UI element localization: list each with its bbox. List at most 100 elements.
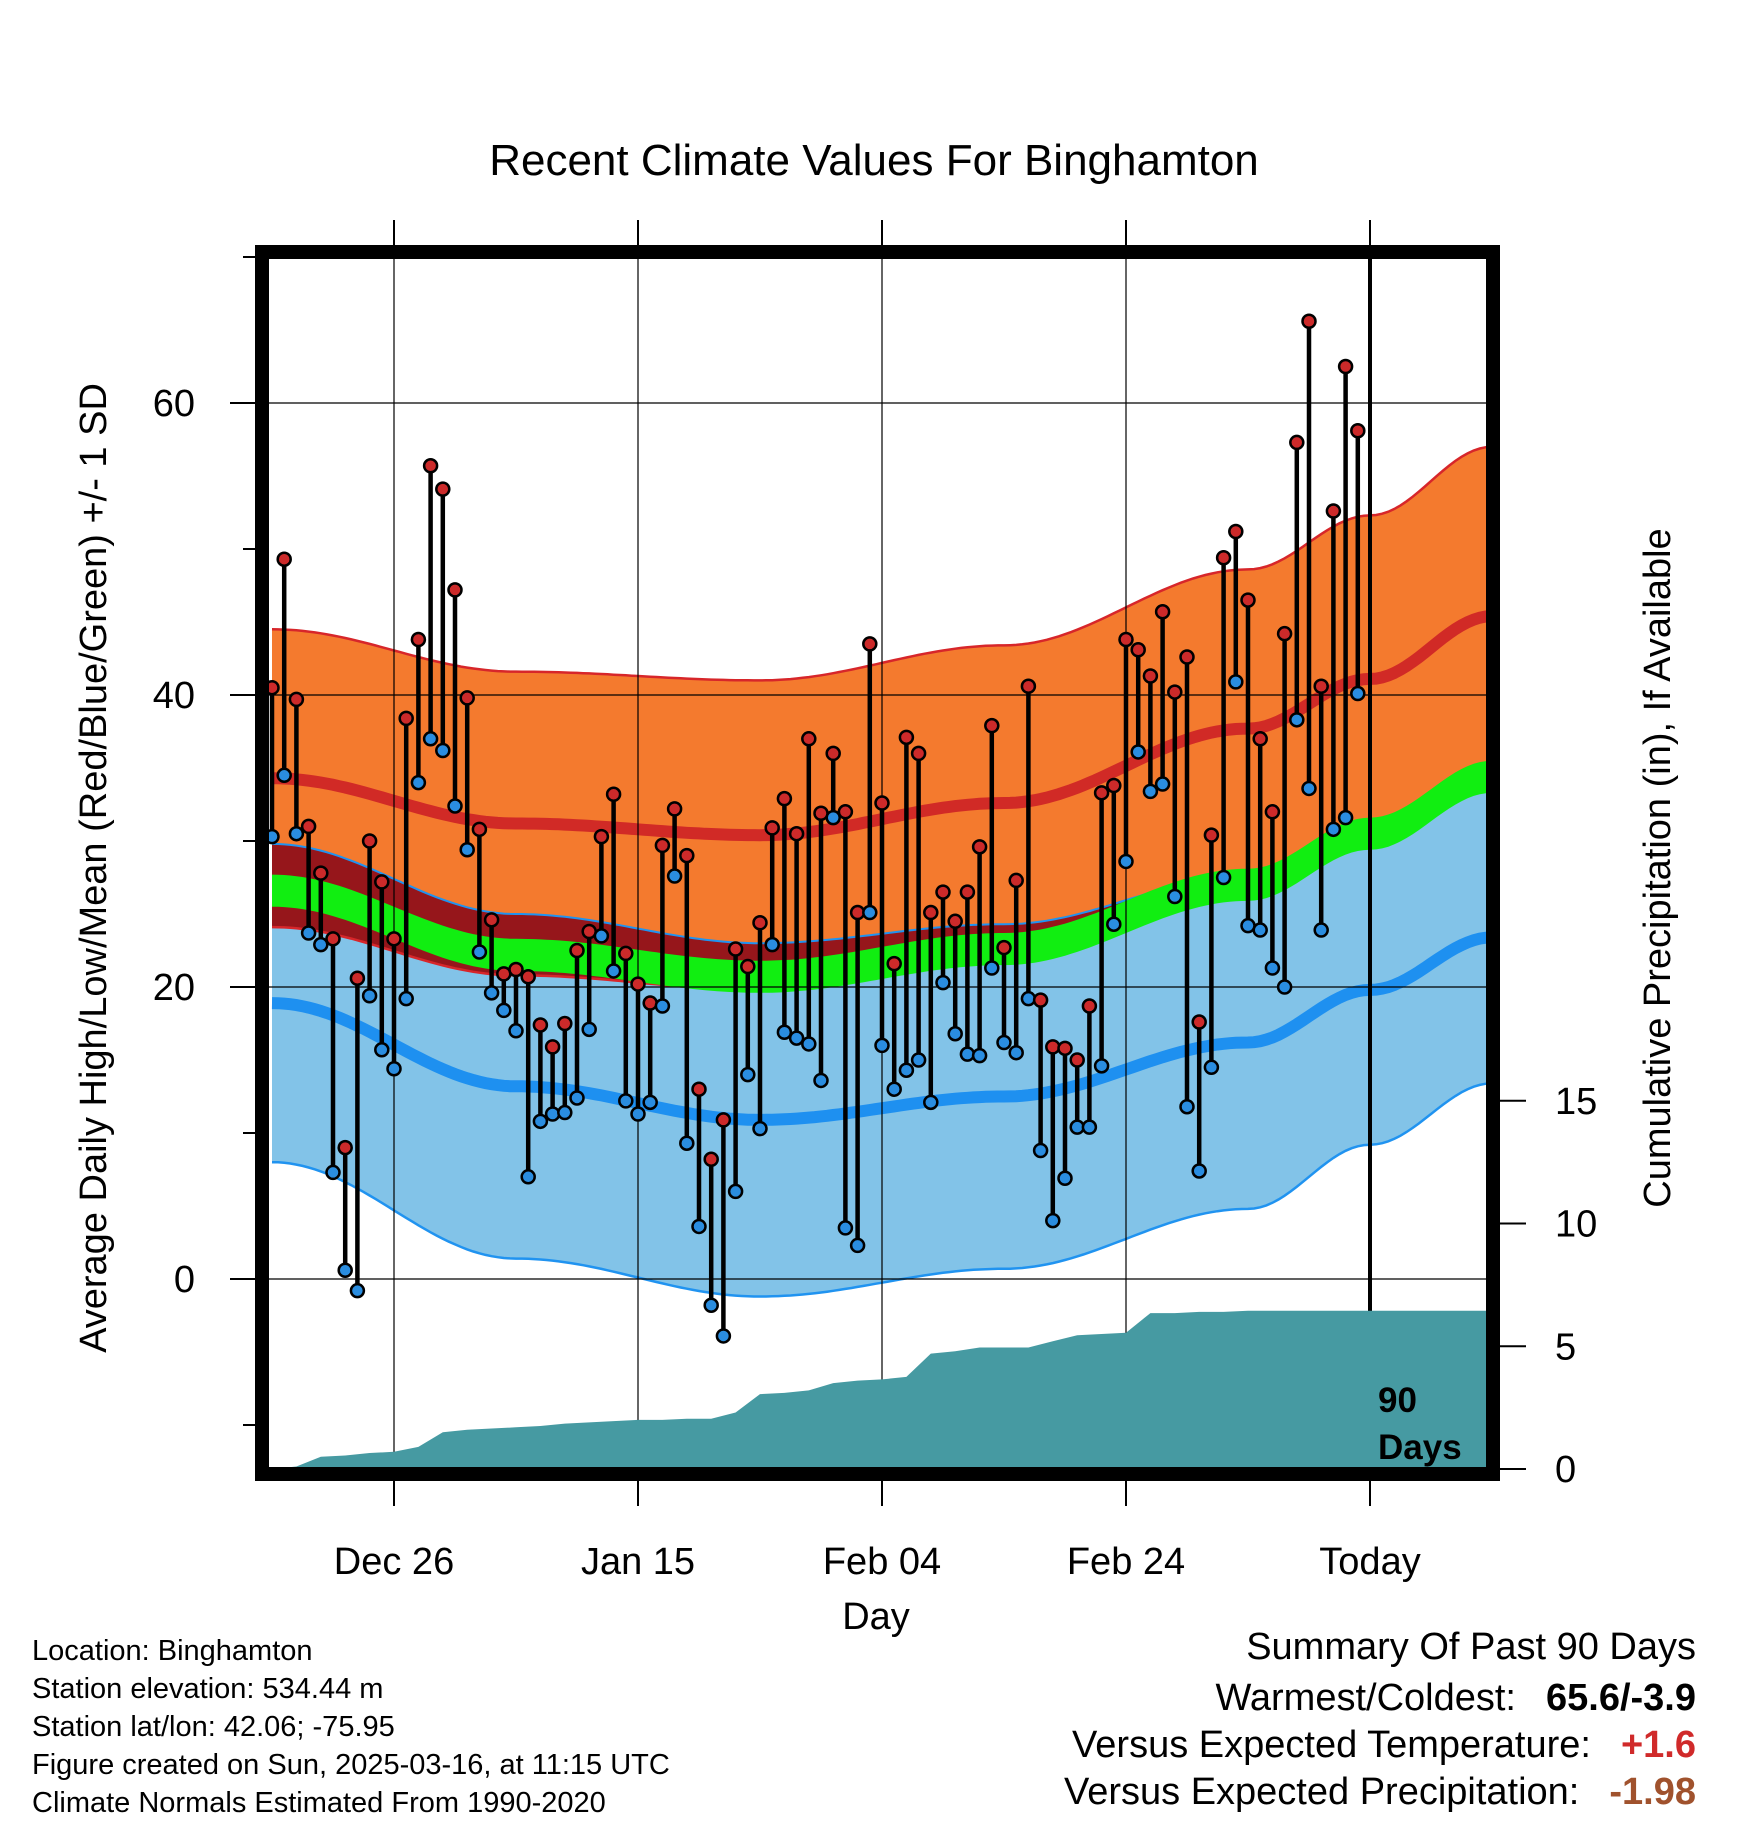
daily-low-point	[654, 998, 671, 1014]
daily-low-point	[813, 1072, 829, 1089]
days-marker-line1: 90	[1378, 1381, 1417, 1420]
info-block: Location: Binghamton Station elevation: …	[32, 1632, 670, 1822]
daily-high-point	[447, 582, 463, 598]
daily-high-point	[1313, 678, 1329, 694]
daily-low-point	[300, 925, 317, 941]
daily-low-point	[361, 988, 378, 1004]
daily-high-point	[1020, 678, 1037, 694]
daily-low-point	[666, 868, 683, 884]
daily-high-point	[1118, 631, 1134, 648]
daily-high-point	[1045, 1039, 1061, 1055]
daily-high-point	[386, 931, 402, 947]
daily-high-point	[300, 818, 317, 835]
daily-low-point	[520, 1169, 536, 1185]
daily-low-point	[1081, 1119, 1098, 1135]
temp-value: +1.6	[1620, 1724, 1696, 1766]
daily-high-point	[788, 825, 805, 842]
daily-high-point	[268, 679, 280, 696]
daily-low-point	[1337, 809, 1354, 826]
daily-low-point	[898, 1062, 915, 1078]
daily-high-point	[459, 690, 475, 706]
daily-low-point	[1301, 780, 1317, 797]
daily-high-point	[618, 945, 634, 962]
daily-low-point	[691, 1218, 707, 1235]
daily-high-point	[642, 995, 658, 1011]
daily-high-point	[1325, 503, 1342, 519]
daily-low-point	[1020, 990, 1037, 1007]
chart-title: Recent Climate Values For Binghamton	[489, 136, 1259, 185]
daily-high-point	[959, 884, 976, 900]
daily-low-point	[1045, 1212, 1061, 1229]
daily-high-point	[374, 874, 390, 890]
daily-high-point	[1093, 785, 1110, 801]
daily-low-point	[471, 944, 488, 960]
daily-high-point	[398, 710, 414, 727]
daily-low-point	[483, 985, 500, 1001]
daily-low-point	[1057, 1170, 1073, 1187]
daily-low-point	[1289, 712, 1305, 728]
daily-low-point	[605, 963, 622, 979]
daily-high-point	[935, 884, 951, 900]
daily-low-point	[459, 842, 475, 858]
daily-low-point	[374, 1042, 390, 1058]
daily-low-point	[349, 1282, 366, 1299]
daily-high-point	[1252, 731, 1268, 747]
daily-high-point	[1203, 827, 1220, 843]
daily-low-point	[1093, 1058, 1110, 1074]
daily-high-point	[825, 745, 841, 762]
daily-high-point	[1069, 1052, 1085, 1068]
daily-low-point	[386, 1061, 402, 1077]
x-tick-label: Feb 04	[823, 1541, 941, 1583]
x-tick-label: Dec 26	[334, 1541, 454, 1583]
daily-high-point	[654, 837, 671, 854]
daily-low-point	[1167, 888, 1183, 905]
y-left-tick-label: 60	[153, 383, 195, 425]
daily-low-point	[727, 1183, 744, 1200]
daily-low-point	[947, 1025, 963, 1042]
daily-low-point	[1130, 744, 1146, 760]
daily-low-point	[923, 1094, 939, 1111]
daily-low-point	[1191, 1163, 1207, 1179]
daily-low-point	[1106, 916, 1122, 932]
daily-low-point	[1228, 674, 1244, 690]
daily-low-point	[849, 1237, 866, 1254]
daily-high-point	[605, 786, 622, 803]
daily-low-point	[1142, 783, 1159, 800]
daily-low-point	[788, 1030, 805, 1046]
daily-high-point	[593, 828, 610, 845]
daily-low-point	[801, 1036, 817, 1052]
daily-low-point	[959, 1046, 976, 1062]
daily-low-point	[679, 1135, 695, 1151]
x-tick-label: Jan 15	[581, 1541, 695, 1583]
daily-low-point	[996, 1034, 1012, 1051]
daily-low-point	[935, 974, 951, 991]
daily-high-point	[1179, 649, 1195, 665]
daily-low-point	[544, 1106, 561, 1122]
daily-high-point	[947, 913, 963, 930]
daily-low-point	[1179, 1098, 1195, 1115]
daily-low-point	[276, 767, 292, 784]
daily-low-point	[764, 936, 780, 953]
warm-cold-row: Warmest/Coldest: 65.6/-3.9	[1064, 1677, 1696, 1720]
y-left-tick-label: 20	[153, 967, 195, 1009]
daily-high-point	[1301, 313, 1317, 329]
daily-low-point	[862, 904, 878, 921]
daily-high-point	[557, 1015, 573, 1032]
daily-high-point	[1276, 625, 1293, 642]
daily-low-point	[837, 1220, 854, 1236]
daily-low-point	[1264, 960, 1281, 976]
overlap-band	[272, 785, 1487, 990]
y-left-tick-label: 0	[174, 1259, 195, 1301]
daily-high-point	[1264, 804, 1281, 820]
daily-high-point	[1032, 992, 1049, 1008]
daily-high-point	[337, 1139, 353, 1156]
daily-high-point	[740, 958, 756, 975]
precip-area	[272, 1310, 1487, 1468]
daily-high-point	[1142, 668, 1159, 684]
warm-cold-value: 65.6/-3.9	[1546, 1677, 1696, 1719]
daily-high-point	[520, 969, 536, 985]
daily-low-point	[496, 1002, 512, 1019]
created-text: Figure created on Sun, 2025-03-16, at 11…	[32, 1749, 670, 1781]
daily-low-point	[557, 1104, 573, 1121]
